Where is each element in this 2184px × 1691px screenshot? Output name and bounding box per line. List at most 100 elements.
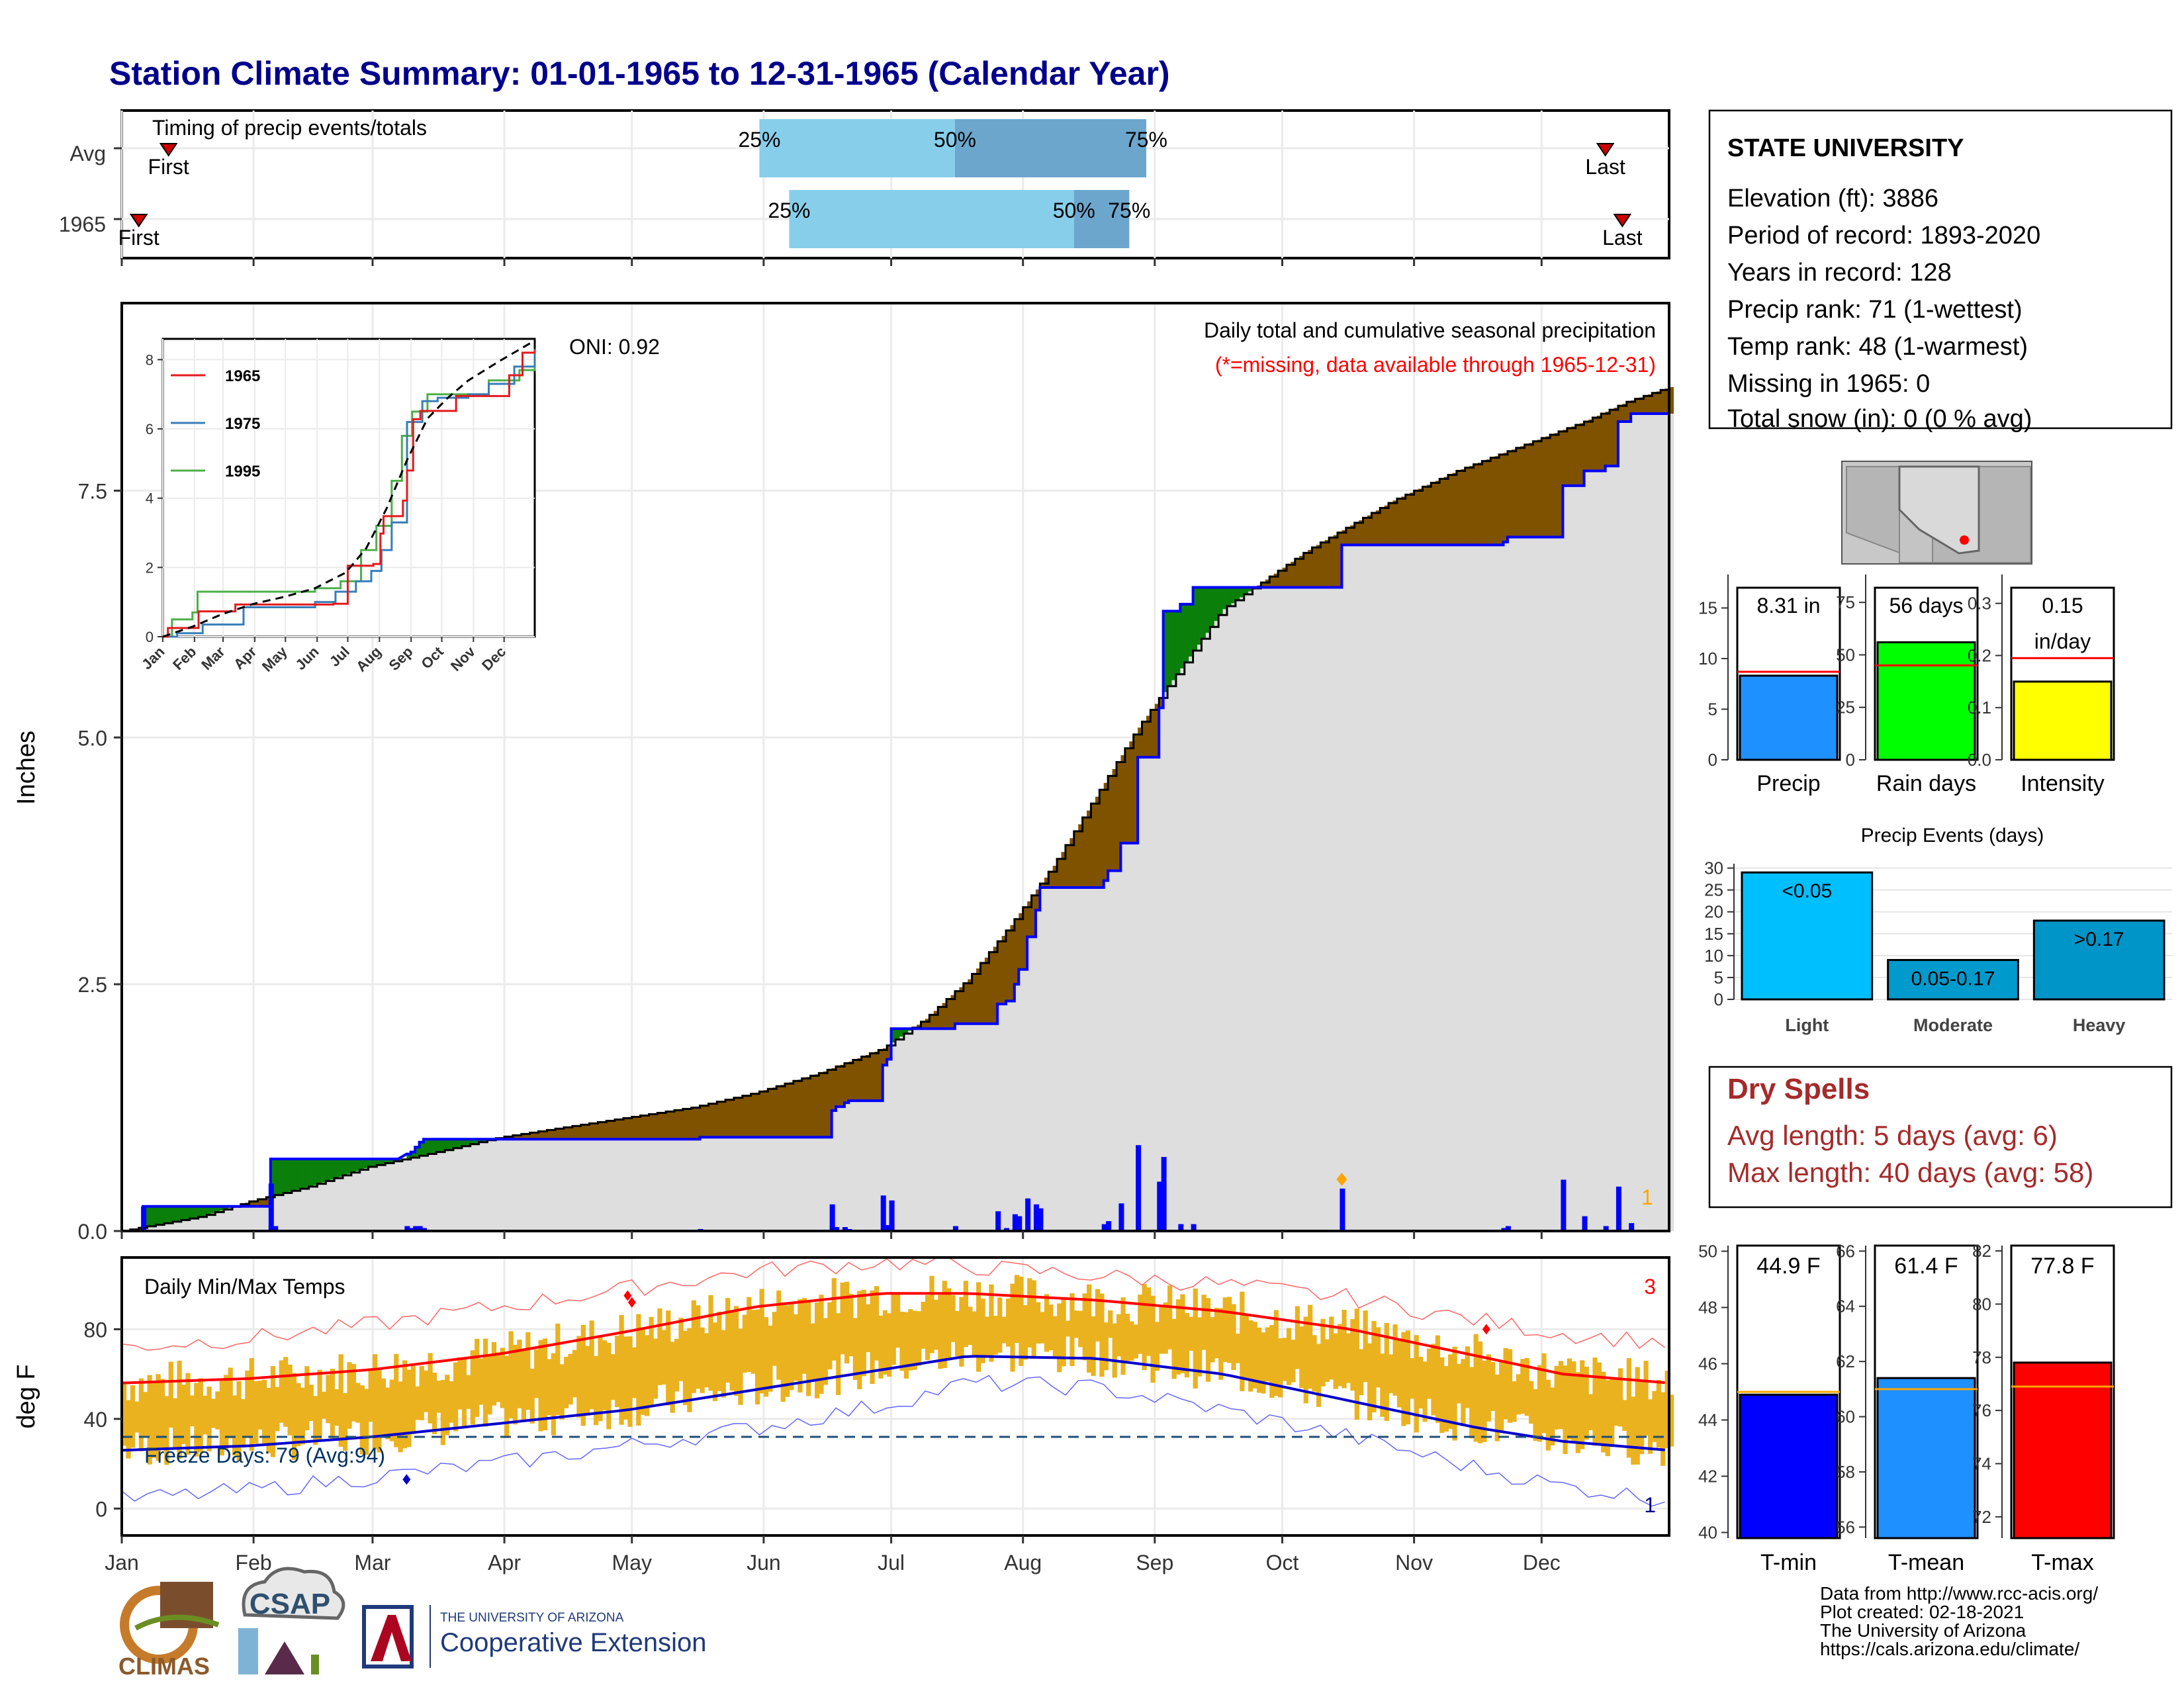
events-ytick-label: 0 xyxy=(1714,989,1723,1009)
cumulative-departure-fill xyxy=(1048,872,1054,888)
cumulative-gray-fill xyxy=(1087,887,1092,1231)
cumulative-gray-fill xyxy=(1023,969,1028,1231)
cumulative-gray-fill xyxy=(793,1137,798,1231)
daily-temp-bar xyxy=(1099,1293,1105,1377)
cumulative-departure-fill xyxy=(755,1093,760,1138)
cumulative-departure-fill xyxy=(457,1139,463,1148)
daily-temp-bar xyxy=(219,1381,224,1456)
daily-temp-bar xyxy=(257,1381,263,1430)
daily-temp-bar xyxy=(751,1310,756,1374)
cumulative-gray-fill xyxy=(861,1101,866,1231)
cumulative-departure-fill xyxy=(1482,461,1487,545)
cumulative-gray-fill xyxy=(185,1219,191,1231)
daily-temp-bar xyxy=(1006,1299,1011,1347)
daily-temp-bar xyxy=(1222,1297,1228,1362)
cumulative-gray-fill xyxy=(819,1137,824,1231)
cumulative-departure-fill xyxy=(1537,439,1542,537)
daily-precip-bar xyxy=(1118,1203,1124,1231)
cumulative-gray-fill xyxy=(857,1101,862,1231)
cumulative-departure-fill xyxy=(1116,762,1122,871)
cumulative-gray-fill xyxy=(1541,537,1547,1232)
cumulative-departure-fill xyxy=(1669,387,1674,414)
cumulative-departure-fill xyxy=(279,1159,284,1195)
daily-temp-bar xyxy=(1601,1371,1606,1453)
cumulative-gray-fill xyxy=(759,1137,764,1231)
daily-temp-bar xyxy=(1256,1327,1262,1393)
cumulative-departure-fill xyxy=(1303,553,1308,588)
daily-temp-bar xyxy=(559,1364,565,1420)
cumulative-departure-fill xyxy=(1069,838,1075,888)
cumulative-gray-fill xyxy=(330,1179,335,1231)
cumulative-gray-fill xyxy=(708,1137,713,1231)
cumulative-gray-fill xyxy=(670,1139,675,1231)
cumulative-departure-fill xyxy=(806,1077,811,1138)
cumulative-departure-fill xyxy=(1103,782,1109,881)
cumulative-gray-fill xyxy=(475,1143,480,1231)
station-info-frame xyxy=(1708,109,2173,430)
temp-bar-value xyxy=(1739,1393,1839,1539)
cumulative-gray-fill xyxy=(1669,414,1674,1231)
daily-precip-bar xyxy=(404,1226,410,1231)
daily-temp-bar xyxy=(717,1311,722,1391)
cumulative-gray-fill xyxy=(619,1139,624,1231)
cumulative-gray-fill xyxy=(1180,668,1185,1231)
daily-temp-bar xyxy=(1482,1360,1487,1442)
cumulative-departure-fill xyxy=(903,1028,909,1034)
cumulative-departure-fill xyxy=(1507,451,1512,537)
daily-temp-bar xyxy=(228,1367,233,1439)
cumulative-gray-fill xyxy=(1418,545,1424,1231)
daily-temp-bar xyxy=(1138,1295,1143,1354)
cumulative-departure-fill xyxy=(700,1105,705,1138)
cumulative-gray-fill xyxy=(1610,466,1615,1232)
cumulative-gray-fill xyxy=(1584,471,1589,1231)
cumulative-gray-fill xyxy=(377,1165,382,1231)
precip-panel-frame xyxy=(120,302,1670,1232)
cumulative-gray-fill xyxy=(1626,421,1631,1231)
cumulative-departure-fill xyxy=(1240,587,1245,598)
summary-bar-ytick-label: 10 xyxy=(1698,649,1717,668)
cumulative-gray-fill xyxy=(436,1152,441,1231)
cumulative-gray-fill xyxy=(1443,545,1449,1231)
cumulative-gray-fill xyxy=(806,1137,811,1231)
daily-temp-bar xyxy=(674,1338,680,1392)
cumulative-gray-fill xyxy=(308,1186,314,1231)
csap-logo: CSAP xyxy=(238,1567,345,1674)
cumulative-departure-fill xyxy=(682,1109,688,1140)
daily-temp-bar xyxy=(1040,1312,1045,1344)
daily-temp-bar xyxy=(1120,1297,1126,1375)
cumulative-gray-fill xyxy=(364,1168,369,1231)
daily-temp-bar xyxy=(482,1338,488,1427)
daily-temp-bar xyxy=(980,1299,985,1363)
daily-temp-bar xyxy=(1465,1346,1470,1408)
map-arizona xyxy=(1898,465,1980,555)
cumulative-gray-fill xyxy=(1308,587,1313,1231)
daily-temp-bar xyxy=(1516,1374,1521,1415)
cumulative-gray-fill xyxy=(1235,600,1240,1231)
daily-temp-bar xyxy=(300,1387,305,1445)
cumulative-gray-fill xyxy=(1664,414,1670,1231)
average-cumulative-line xyxy=(122,387,1670,1232)
cumulative-departure-fill xyxy=(419,1142,424,1156)
cumulative-departure-fill xyxy=(1014,919,1019,985)
temp-bar-ytick-label: 74 xyxy=(1972,1453,1991,1473)
cumulative-gray-fill xyxy=(1273,587,1279,1231)
cumulative-gray-fill xyxy=(1291,587,1296,1231)
daily-temp-bar xyxy=(666,1310,671,1406)
daily-temp-bar xyxy=(1316,1344,1322,1407)
events-category-label: Heavy xyxy=(2073,1015,2126,1035)
daily-temp-bar xyxy=(1312,1335,1317,1392)
cumulative-departure-fill xyxy=(801,1078,807,1138)
cumulative-departure-fill xyxy=(1214,587,1219,621)
month-label: Dec xyxy=(1523,1551,1561,1575)
daily-temp-bar xyxy=(189,1395,195,1427)
cumulative-gray-fill xyxy=(203,1216,208,1231)
cumulative-departure-fill xyxy=(410,1152,416,1158)
cumulative-gray-fill xyxy=(1031,937,1036,1231)
cumulative-departure-fill xyxy=(1461,469,1466,545)
cumulative-gray-fill xyxy=(946,1028,952,1231)
cumulative-gray-fill xyxy=(1261,587,1266,1231)
summary-bar-name: Rain days xyxy=(1876,771,1976,796)
cumulative-gray-fill xyxy=(636,1139,641,1231)
cumulative-departure-fill xyxy=(712,1103,717,1138)
cumulative-departure-fill xyxy=(1227,587,1232,606)
